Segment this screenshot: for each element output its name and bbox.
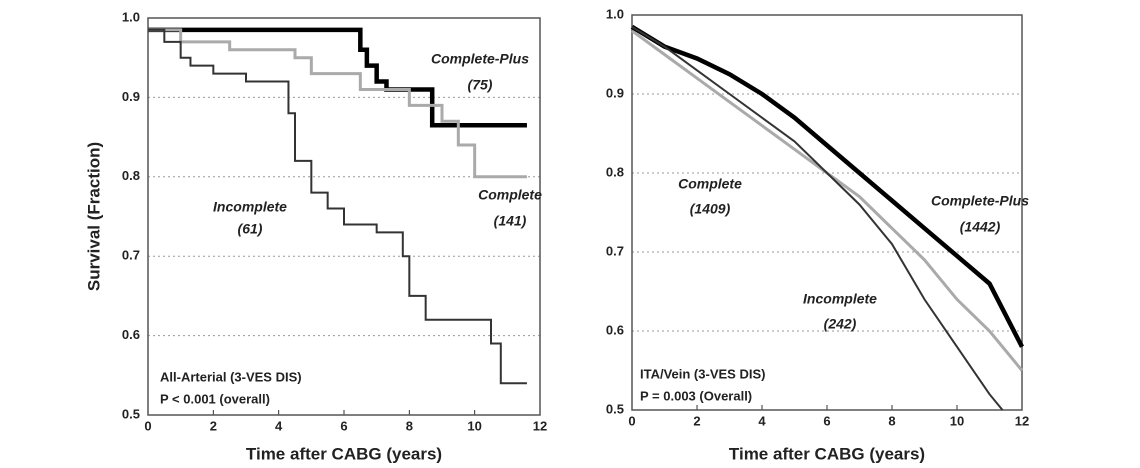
y-tick-label: 1.0 [122,9,140,24]
plot-frame [631,14,1023,411]
y-tick-label: 0.6 [122,327,140,342]
x-tick-label: 0 [628,413,635,428]
series-count: (141) [494,213,527,229]
survival-curve [631,25,1004,411]
x-tick-label: 6 [823,413,830,428]
x-tick-label: 2 [210,418,217,433]
x-tick-label: 8 [406,418,413,433]
x-tick-label: 12 [1015,413,1029,428]
x-tick-label: 4 [758,413,766,428]
series-count: (1409) [690,201,731,217]
x-tick-label: 10 [467,418,481,433]
y-tick-label: 0.7 [606,243,624,258]
series-label: Incomplete [803,291,877,307]
series-label: Incomplete [213,199,287,215]
x-tick-label: 12 [533,418,547,433]
y-tick-label: 0.8 [606,164,624,179]
y-axis-title: Survival (Fraction) [84,142,103,291]
note: P < 0.001 (overall) [160,391,270,406]
series-label: Complete-Plus [931,193,1029,209]
y-tick-label: 0.5 [122,406,140,421]
note: All-Arterial (3-VES DIS) [160,369,302,384]
survival-curve [148,28,527,179]
x-tick-label: 4 [275,418,283,433]
x-axis-title: Time after CABG (years) [729,444,925,463]
series-count: (242) [824,316,857,332]
y-tick-label: 0.9 [606,85,624,100]
series-count: (1442) [960,219,1001,235]
x-tick-label: 6 [340,418,347,433]
y-tick-label: 0.8 [122,168,140,183]
x-tick-label: 8 [888,413,895,428]
series-label: Complete [478,187,542,203]
series-count: (61) [238,221,263,237]
x-axis-title: Time after CABG (years) [246,444,442,463]
y-tick-label: 1.0 [606,6,624,21]
series-label: Complete [678,176,742,192]
x-tick-label: 0 [144,418,151,433]
survival-curve [148,27,527,128]
y-tick-label: 0.7 [122,248,140,263]
series-label: Complete-Plus [431,51,529,67]
y-tick-label: 0.5 [606,401,624,416]
y-tick-label: 0.9 [122,89,140,104]
plot-frame [147,17,541,416]
note: ITA/Vein (3-VES DIS) [640,366,765,381]
series-count: (75) [468,77,493,93]
y-tick-label: 0.6 [606,322,624,337]
survival-curve [630,24,1025,348]
x-tick-label: 2 [693,413,700,428]
survival-curve [148,28,527,385]
x-tick-label: 10 [950,413,964,428]
note: P = 0.003 (Overall) [640,388,752,403]
